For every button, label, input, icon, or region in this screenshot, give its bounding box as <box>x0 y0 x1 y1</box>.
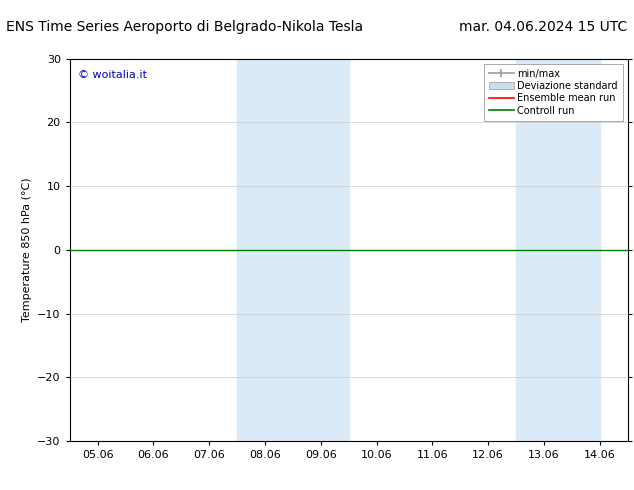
Bar <box>237 59 349 441</box>
Text: mar. 04.06.2024 15 UTC: mar. 04.06.2024 15 UTC <box>460 20 628 34</box>
Text: ENS Time Series Aeroporto di Belgrado-Nikola Tesla: ENS Time Series Aeroporto di Belgrado-Ni… <box>6 20 363 34</box>
Y-axis label: Temperature 850 hPa (°C): Temperature 850 hPa (°C) <box>22 177 32 322</box>
Text: © woitalia.it: © woitalia.it <box>78 70 147 80</box>
Legend: min/max, Deviazione standard, Ensemble mean run, Controll run: min/max, Deviazione standard, Ensemble m… <box>484 64 623 121</box>
Bar <box>516 59 600 441</box>
